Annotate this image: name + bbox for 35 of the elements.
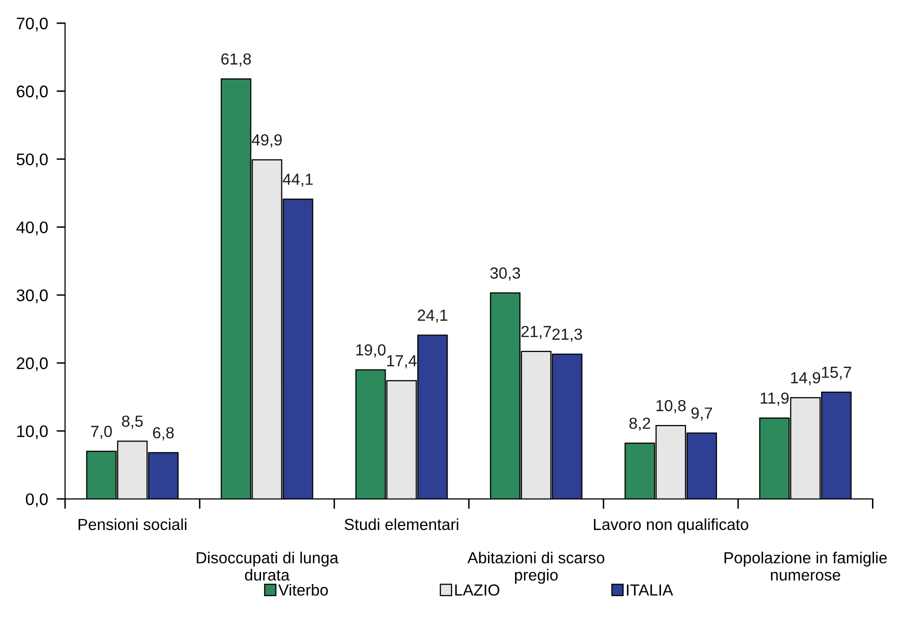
y-tick-label: 50,0: [16, 153, 48, 168]
x-tick-label: Abitazioni di scarso pregio: [467, 552, 604, 584]
y-tick-label: 20,0: [16, 357, 48, 372]
data-label: 6,8: [153, 427, 174, 440]
data-label: 7,0: [91, 426, 112, 439]
data-label: 8,2: [629, 418, 650, 431]
data-label: 21,7: [521, 326, 551, 340]
y-tick-label: 70,0: [16, 18, 48, 32]
data-label: 30,3: [490, 267, 520, 281]
data-label: 19,0: [356, 344, 386, 358]
legend-label: LAZIO: [455, 584, 500, 596]
y-tick-label: 0,0: [26, 493, 48, 508]
legend-label: Viterbo: [278, 584, 328, 596]
x-tick-label: Pensioni sociali: [78, 518, 186, 530]
data-label: 17,4: [387, 355, 417, 368]
y-tick-label: 30,0: [16, 289, 48, 304]
y-tick-label: 10,0: [17, 425, 48, 440]
data-label: 10,8: [656, 400, 686, 414]
x-tick-label: Studi elementari: [344, 518, 458, 530]
data-label: 49,9: [252, 134, 282, 148]
data-label: 9,7: [691, 407, 712, 421]
y-tick-label: 60,0: [16, 86, 48, 100]
data-label: 61,8: [221, 53, 251, 67]
data-label: 11,9: [760, 392, 789, 406]
data-label: 21,3: [552, 328, 582, 342]
x-tick-label: Disoccupati di lunga durata: [196, 552, 338, 581]
legend-label: ITALIA: [626, 584, 674, 596]
data-label: 24,1: [418, 310, 448, 323]
data-label: 44,1: [282, 174, 313, 187]
data-label: 8,5: [122, 416, 143, 429]
y-tick-label: 40,0: [16, 221, 48, 236]
data-label: 15,7: [822, 366, 852, 380]
x-tick-label: Lavoro non qualificato: [594, 518, 748, 534]
data-label: 14,9: [791, 372, 820, 386]
x-tick-label: Popolazione in famiglie numerose: [724, 552, 887, 581]
